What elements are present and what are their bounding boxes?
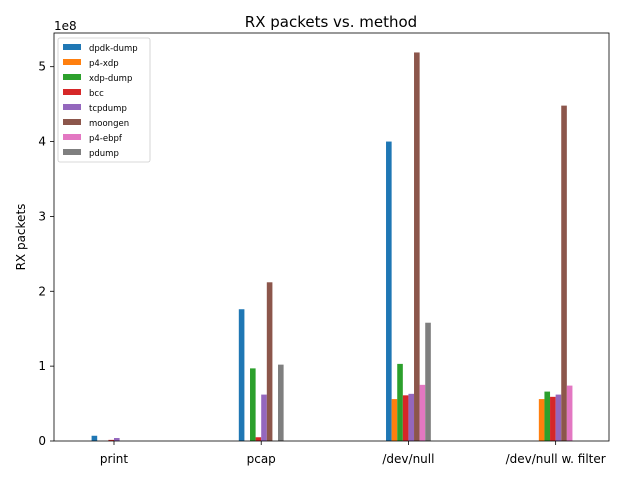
legend-label-p4-ebpf: p4-ebpf bbox=[89, 134, 123, 144]
bar-moongen-2 bbox=[414, 52, 420, 442]
bar-pdump-2 bbox=[425, 322, 431, 441]
x-tick-label: /dev/null bbox=[382, 452, 434, 466]
legend-swatch-tcpdump bbox=[63, 104, 81, 110]
x-tick-label: pcap bbox=[247, 452, 276, 466]
bar-bcc-2 bbox=[402, 395, 409, 441]
bar-tcpdump-2 bbox=[408, 393, 415, 441]
bar-moongen-1 bbox=[266, 282, 273, 441]
legend-swatch-dpdk-dump bbox=[63, 44, 81, 50]
y-tick-label: 0 bbox=[38, 434, 46, 448]
bar-tcpdump-0 bbox=[114, 438, 120, 441]
y-tick-label: 1 bbox=[38, 359, 46, 373]
bar-p4-xdp-2 bbox=[391, 399, 398, 441]
y-tick-label: 3 bbox=[38, 209, 46, 223]
bar-moongen-3 bbox=[561, 105, 567, 442]
legend-label-xdp-dump: xdp-dump bbox=[89, 74, 132, 84]
bar-p4-ebpf-3 bbox=[566, 385, 573, 441]
legend-swatch-p4-xdp bbox=[63, 59, 81, 65]
legend-label-p4-xdp: p4-xdp bbox=[89, 59, 119, 69]
legend-swatch-moongen bbox=[63, 119, 81, 125]
x-tick-label: /dev/null w. filter bbox=[506, 452, 606, 466]
bar-dpdk-dump-1 bbox=[238, 309, 245, 441]
legend-swatch-bcc bbox=[63, 89, 81, 95]
bar-tcpdump-1 bbox=[261, 394, 267, 441]
legend-label-bcc: bcc bbox=[89, 89, 104, 99]
bar-p4-ebpf-2 bbox=[419, 384, 426, 441]
legend-swatch-xdp-dump bbox=[63, 74, 81, 80]
plot-area-frame bbox=[53, 32, 610, 442]
x-tick-label: print bbox=[100, 452, 128, 466]
bar-bcc-0 bbox=[108, 439, 114, 441]
bar-xdp-dump-1 bbox=[250, 368, 256, 441]
y-axis-scale-label: 1e8 bbox=[54, 19, 77, 33]
bar-xdp-dump-2 bbox=[397, 363, 403, 441]
y-tick-label: 2 bbox=[38, 284, 46, 298]
y-tick-label: 5 bbox=[38, 60, 46, 74]
y-axis: 0 1 2 3 4 5 bbox=[38, 60, 54, 448]
bar-bcc-3 bbox=[550, 396, 556, 441]
legend-swatch-pdump bbox=[63, 149, 81, 155]
legend-label-tcpdump: tcpdump bbox=[89, 104, 127, 114]
x-axis: print pcap/dev/null/dev/null w. filter bbox=[100, 441, 606, 466]
legend-label-pdump: pdump bbox=[89, 149, 119, 159]
y-tick-label: 4 bbox=[38, 135, 46, 149]
legend: dpdk-dump p4-xdp xdp-dump bcc tcpdump moongen… bbox=[57, 37, 151, 163]
bar-tcpdump-3 bbox=[555, 394, 562, 441]
legend-label-dpdk-dump: dpdk-dump bbox=[89, 44, 138, 54]
chart-title: RX packets vs. method bbox=[245, 13, 417, 31]
bar-dpdk-dump-0 bbox=[91, 435, 98, 441]
legend-label-moongen: moongen bbox=[89, 119, 129, 129]
bar-dpdk-dump-2 bbox=[386, 141, 392, 442]
legend-swatch-p4-ebpf bbox=[63, 134, 81, 140]
y-axis-label: RX packets bbox=[14, 204, 28, 271]
bar-bcc-1 bbox=[255, 437, 262, 441]
bar-pdump-1 bbox=[278, 364, 284, 441]
legend-box bbox=[57, 37, 151, 163]
bar-p4-xdp-3 bbox=[538, 399, 545, 441]
bar-xdp-dump-3 bbox=[544, 391, 551, 441]
bars-group bbox=[91, 52, 573, 442]
